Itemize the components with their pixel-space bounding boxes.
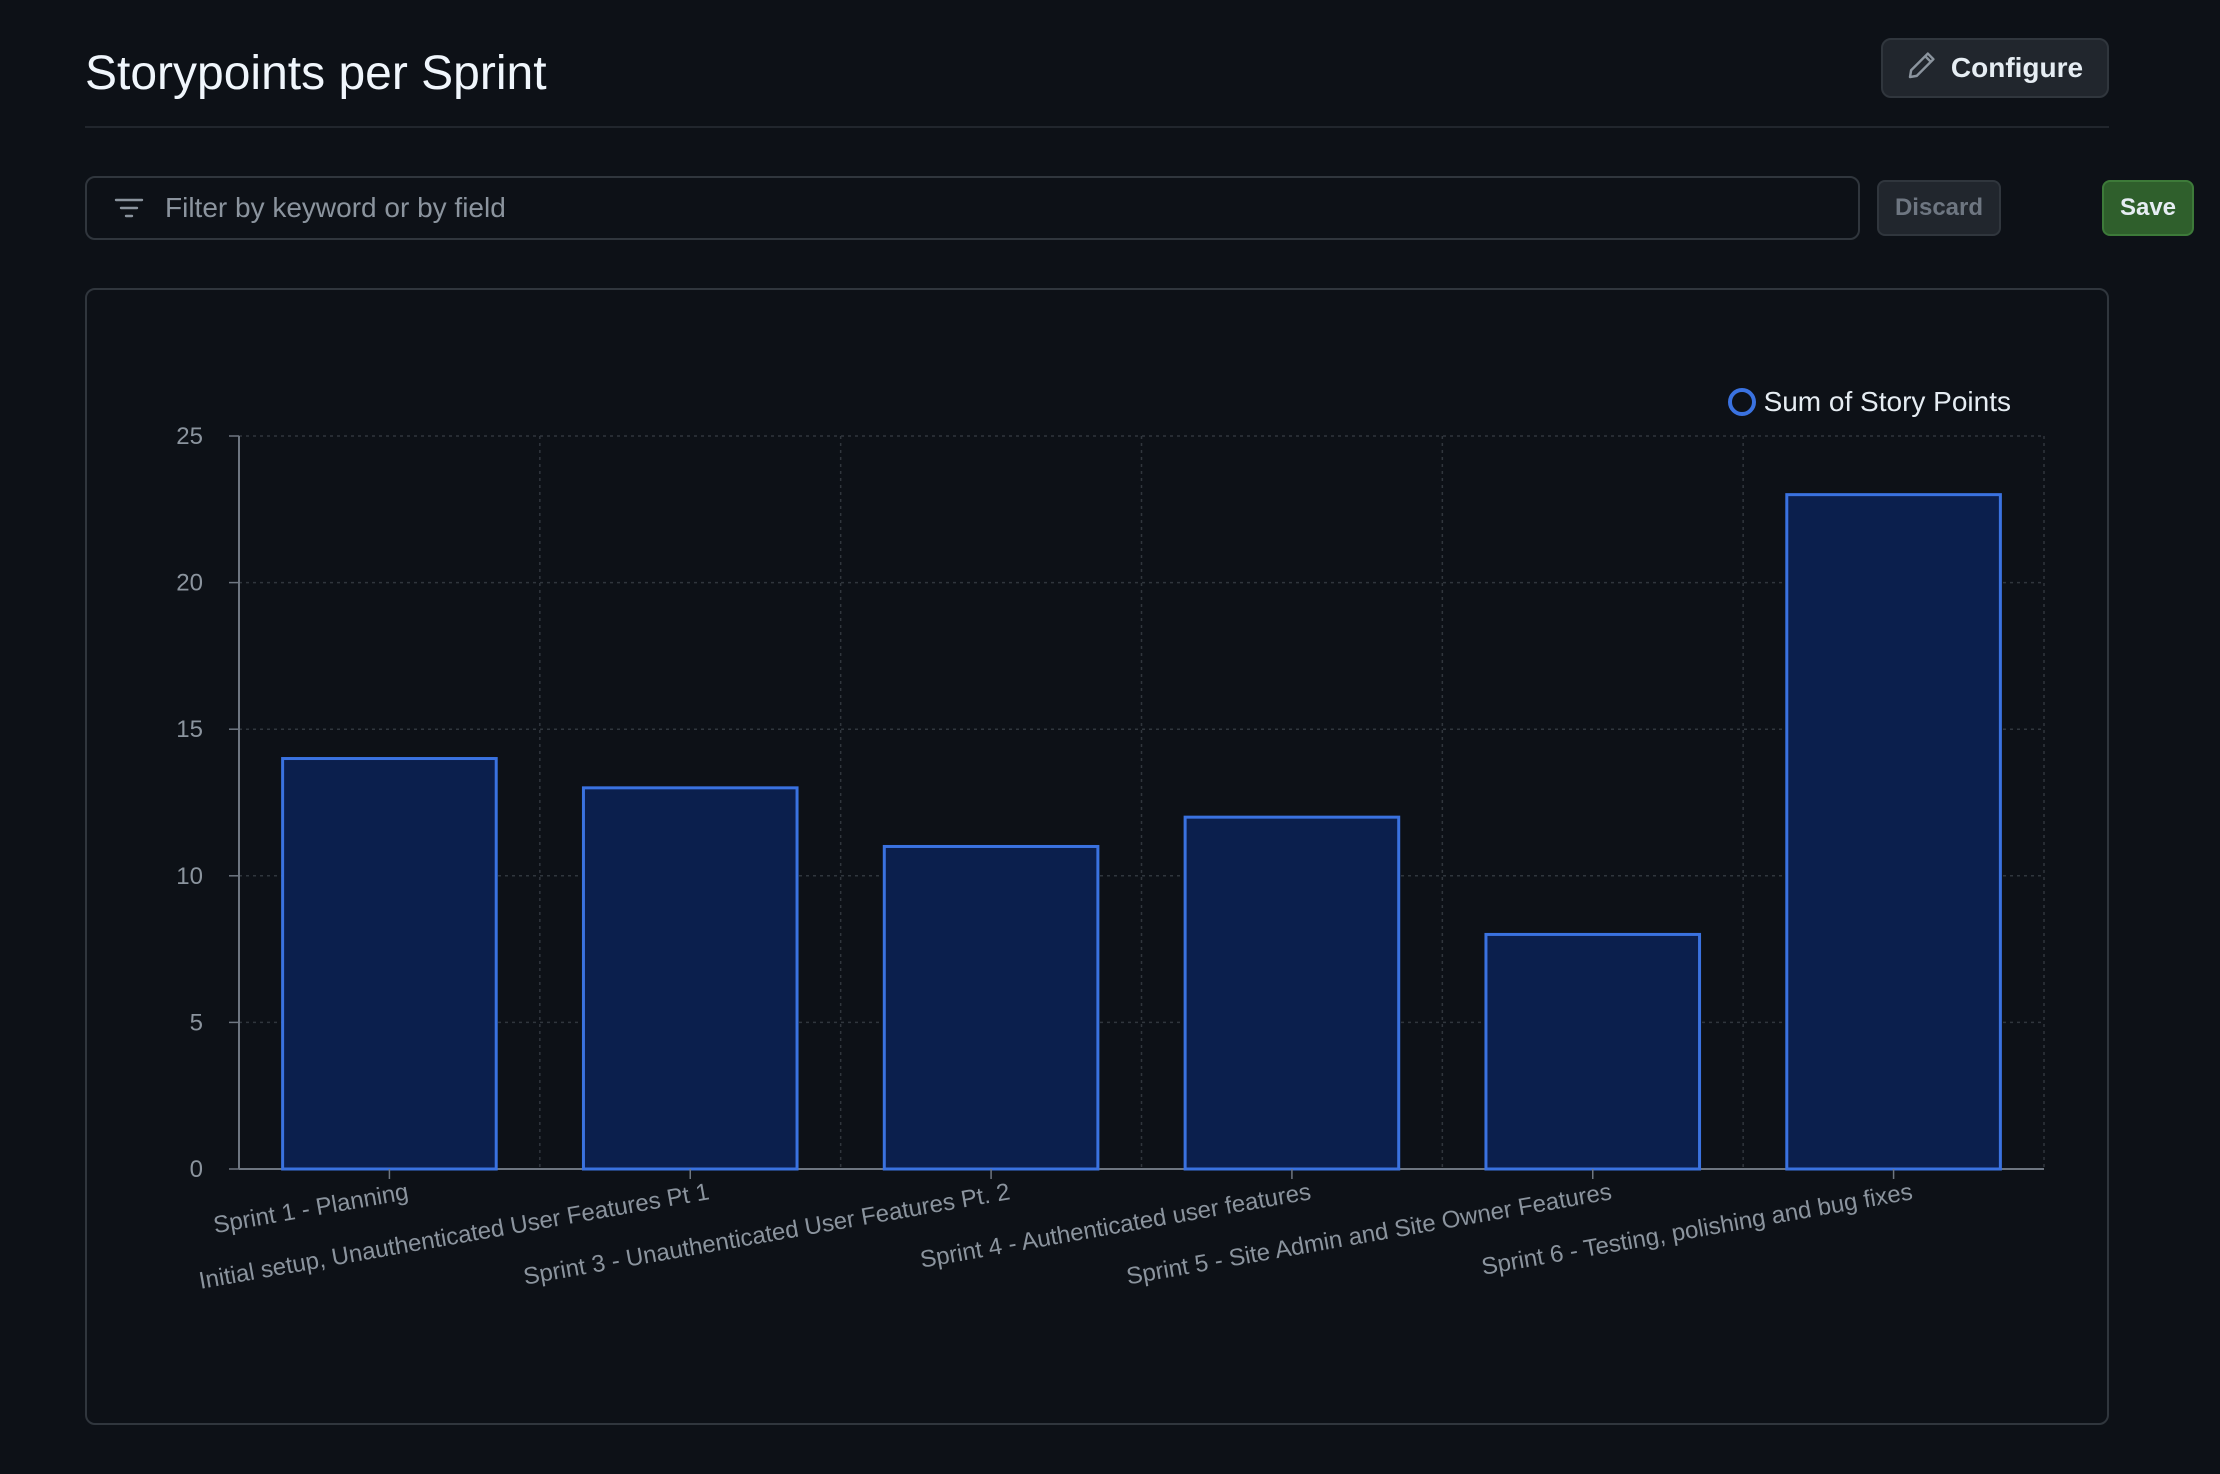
bar — [1183, 815, 1401, 1171]
filter-field[interactable] — [85, 176, 1860, 240]
bar — [1785, 493, 2002, 1171]
y-tick-label: 15 — [176, 716, 203, 743]
page-header: Storypoints per Sprint Configure — [85, 38, 2109, 128]
filter-lines-icon — [111, 190, 147, 226]
configure-button[interactable]: Configure — [1881, 38, 2109, 98]
page-title: Storypoints per Sprint — [85, 47, 547, 100]
bar — [281, 757, 498, 1171]
x-tick-label: Sprint 1 - Planning — [211, 1178, 410, 1239]
x-tick-label: Sprint 3 - Unauthenticated User Features… — [521, 1178, 1012, 1290]
y-tick-label: 0 — [190, 1156, 203, 1183]
bar — [1484, 932, 1702, 1171]
x-tick-label: Sprint 5 - Site Admin and Site Owner Fea… — [1124, 1178, 1613, 1290]
y-tick-label: 20 — [176, 570, 203, 597]
bar — [581, 786, 799, 1171]
y-tick-label: 5 — [190, 1009, 203, 1036]
y-tick-label: 25 — [176, 423, 203, 450]
filter-input[interactable] — [163, 191, 1858, 225]
y-tick-label: 10 — [176, 863, 203, 890]
legend-swatch — [1727, 388, 1756, 416]
legend-label: Sum of Story Points — [1763, 386, 2011, 417]
pencil-icon — [1907, 50, 1937, 87]
bar — [882, 844, 1100, 1171]
configure-label: Configure — [1950, 52, 2084, 83]
save-button[interactable]: Save — [2102, 180, 2194, 236]
chart-legend[interactable]: Sum of Story Points — [1727, 386, 2011, 418]
discard-button[interactable]: Discard — [1877, 180, 2001, 236]
chart-panel: Sum of Story Points 0 5 10 15 20 25 Sprint 1 -… — [85, 288, 2109, 1425]
x-tick-label: Initial setup, Unauthenticated User Feat… — [197, 1178, 711, 1294]
filter-bar: Discard Save — [85, 176, 2194, 240]
